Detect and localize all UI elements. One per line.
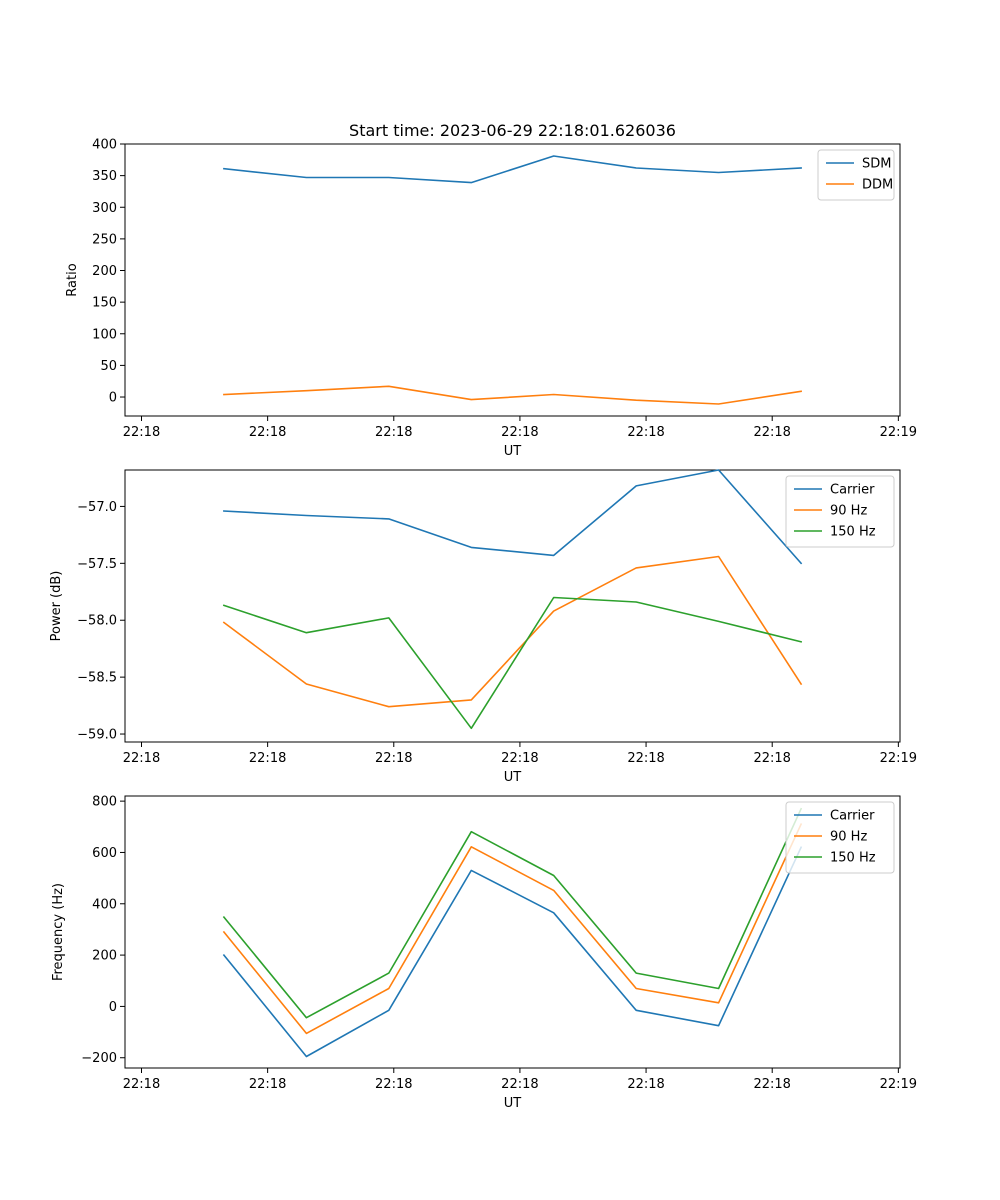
y-tick-label: 300 — [92, 201, 117, 216]
x-tick-label: 22:19 — [880, 425, 917, 440]
x-axis-label: UT — [504, 444, 522, 459]
x-tick-label: 22:18 — [123, 1077, 160, 1092]
series-line-90-hz — [222, 555, 803, 708]
y-tick-label: −58.0 — [77, 614, 117, 629]
axes-frame — [124, 469, 901, 743]
y-tick-label: 800 — [92, 795, 117, 810]
x-tick-label: 22:18 — [501, 1077, 538, 1092]
legend-label: 150 Hz — [830, 851, 876, 866]
x-tick-label: 22:18 — [501, 425, 538, 440]
y-axis-label: Ratio — [65, 263, 80, 296]
x-tick-label: 22:19 — [880, 1077, 917, 1092]
x-tick-label: 22:18 — [753, 751, 790, 766]
legend-label: SDM — [862, 157, 891, 172]
chart-panels: 22:18 22:18 22:18 22:18 22:18 22:18 22:19 0 50 10… — [49, 138, 917, 1112]
legend-label: Carrier — [830, 483, 875, 498]
x-tick-label: 22:19 — [880, 751, 917, 766]
y-tick-label: 600 — [92, 846, 117, 861]
series-line-150-hz — [222, 596, 803, 730]
x-tick-label: 22:18 — [123, 425, 160, 440]
legend: Carrier 90 Hz 150 Hz — [785, 475, 895, 548]
x-tick-label: 22:18 — [753, 425, 790, 440]
axes-frame — [124, 143, 901, 417]
series-line-carrier — [222, 846, 803, 1058]
axes-frame — [124, 795, 901, 1069]
x-tick-label: 22:18 — [375, 751, 412, 766]
chart-panel-3: 22:18 22:18 22:18 22:18 22:18 22:18 22:19 −200 0… — [51, 795, 917, 1111]
y-tick-label: −57.0 — [77, 500, 117, 515]
y-tick-label: −59.0 — [77, 728, 117, 743]
x-axis-label: UT — [504, 1096, 522, 1111]
y-axis-label: Frequency (Hz) — [51, 883, 66, 981]
x-tick-label: 22:18 — [123, 751, 160, 766]
x-tick-label: 22:18 — [501, 751, 538, 766]
series-line-ddm — [223, 385, 803, 405]
y-axis-label: Power (dB) — [49, 571, 64, 642]
series-line-90-hz — [222, 823, 803, 1035]
legend-label: DDM — [862, 178, 893, 193]
y-tick-label: 350 — [92, 169, 117, 184]
y-tick-label: 200 — [92, 264, 117, 279]
y-tick-label: 50 — [100, 359, 117, 374]
y-tick-label: −58.5 — [77, 671, 117, 686]
chart-title: Start time: 2023-06-29 22:18:01.626036 — [349, 121, 676, 140]
legend-box — [785, 475, 895, 548]
legend-label: 150 Hz — [830, 525, 876, 540]
y-tick-label: 400 — [92, 897, 117, 912]
y-tick-label: 250 — [92, 232, 117, 247]
x-tick-label: 22:18 — [627, 751, 664, 766]
x-tick-label: 22:18 — [249, 751, 286, 766]
y-tick-label: 100 — [92, 327, 117, 342]
y-tick-label: 400 — [92, 138, 117, 153]
x-tick-label: 22:18 — [627, 1077, 664, 1092]
legend-label: Carrier — [830, 809, 875, 824]
chart-panel-1: 22:18 22:18 22:18 22:18 22:18 22:18 22:19 0 50 10… — [65, 138, 917, 460]
x-tick-label: 22:18 — [249, 1077, 286, 1092]
legend: Carrier 90 Hz 150 Hz — [785, 801, 895, 874]
x-tick-label: 22:18 — [375, 1077, 412, 1092]
legend-label: 90 Hz — [830, 830, 867, 845]
chart-panel-2: 22:18 22:18 22:18 22:18 22:18 22:18 22:19 −59.0… — [49, 469, 917, 785]
legend-label: 90 Hz — [830, 504, 867, 519]
x-tick-label: 22:18 — [249, 425, 286, 440]
x-tick-label: 22:18 — [375, 425, 412, 440]
y-tick-label: 200 — [92, 949, 117, 964]
y-tick-label: 150 — [92, 296, 117, 311]
x-axis-label: UT — [504, 770, 522, 785]
y-tick-label: −200 — [81, 1051, 117, 1066]
y-tick-label: 0 — [109, 391, 117, 406]
series-line-sdm — [223, 155, 802, 184]
x-tick-label: 22:18 — [627, 425, 664, 440]
legend: SDM DDM — [817, 149, 895, 201]
legend-box — [785, 801, 895, 874]
series-line-carrier — [223, 469, 803, 565]
series-line-150-hz — [222, 807, 803, 1019]
y-tick-label: −57.5 — [77, 557, 117, 572]
y-tick-label: 0 — [109, 1000, 117, 1015]
x-tick-label: 22:18 — [753, 1077, 790, 1092]
